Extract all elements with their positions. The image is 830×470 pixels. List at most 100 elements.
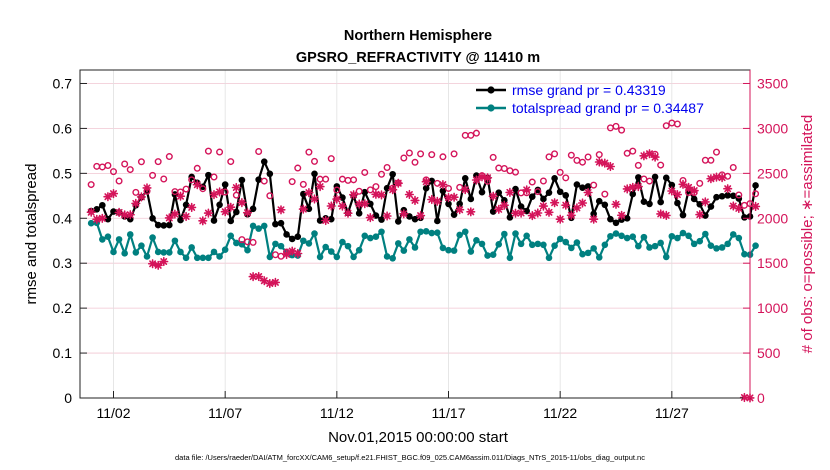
totalspread-point bbox=[188, 244, 195, 251]
totalspread-point bbox=[607, 232, 614, 240]
possible-point bbox=[740, 201, 748, 209]
assimilated-point bbox=[505, 187, 515, 197]
totalspread-point bbox=[467, 248, 475, 255]
assimilated-point bbox=[237, 198, 247, 208]
totalspread-point bbox=[216, 253, 223, 260]
possible-point bbox=[305, 148, 313, 156]
totalspread-point bbox=[205, 254, 212, 262]
totalspread-point bbox=[534, 240, 542, 248]
assimilated-point bbox=[209, 190, 219, 200]
rmse-point bbox=[216, 201, 223, 209]
assimilated-point bbox=[706, 174, 716, 184]
rmse-point bbox=[311, 170, 318, 178]
assimilated-point bbox=[404, 189, 414, 200]
totalspread-point bbox=[551, 242, 558, 249]
rmse-point bbox=[406, 213, 413, 220]
possible-point bbox=[506, 167, 514, 175]
assimilated-point bbox=[522, 185, 532, 195]
possible-point bbox=[271, 251, 279, 259]
assimilated-point bbox=[148, 259, 158, 269]
possible-point bbox=[294, 164, 302, 172]
rmse-point bbox=[99, 201, 106, 209]
legend-label: totalspread grand pr = 0.34487 bbox=[512, 100, 704, 116]
assimilated-point bbox=[164, 213, 174, 223]
assimilated-point bbox=[644, 149, 655, 159]
rmse-point bbox=[154, 221, 162, 229]
possible-point bbox=[433, 179, 441, 187]
possible-point bbox=[372, 183, 380, 191]
possible-point bbox=[137, 158, 145, 166]
possible-point bbox=[539, 177, 547, 185]
assimilated-point bbox=[114, 207, 124, 217]
y-axis-label: rmse and totalspread bbox=[23, 164, 40, 305]
assimilated-point bbox=[494, 204, 504, 214]
assimilated-point bbox=[103, 192, 113, 202]
rmse-point bbox=[713, 193, 720, 201]
possible-point bbox=[417, 150, 425, 158]
totalspread-point bbox=[702, 230, 709, 238]
assimilated-point bbox=[555, 214, 565, 224]
rmse-point bbox=[640, 198, 648, 205]
possible-point bbox=[154, 158, 162, 166]
possible-point bbox=[204, 147, 212, 155]
possible-point bbox=[640, 175, 648, 183]
rmse-point bbox=[545, 189, 553, 196]
possible-point bbox=[707, 156, 715, 164]
possible-point bbox=[595, 151, 603, 159]
assimilated-point bbox=[566, 210, 576, 220]
assimilated-point bbox=[611, 199, 621, 209]
possible-point bbox=[383, 164, 391, 172]
rmse-point bbox=[707, 203, 715, 210]
totalspread-point bbox=[741, 250, 748, 258]
assimilated-point bbox=[198, 216, 208, 226]
assimilated-point bbox=[282, 249, 292, 259]
legend-marker bbox=[487, 104, 495, 112]
totalspread-point bbox=[662, 253, 670, 261]
assimilated-point bbox=[483, 173, 493, 183]
rmse-point bbox=[355, 210, 363, 217]
rmse-point bbox=[607, 215, 614, 223]
totalspread-point bbox=[618, 232, 625, 240]
rmse-point bbox=[255, 176, 262, 183]
totalspread-point bbox=[489, 251, 497, 258]
possible-point bbox=[115, 177, 123, 185]
totalspread-point bbox=[210, 248, 218, 256]
assimilated-point bbox=[360, 199, 370, 209]
assimilated-point bbox=[751, 201, 761, 211]
assimilated-point bbox=[650, 152, 660, 162]
rmse-point bbox=[512, 185, 519, 193]
assimilated-point bbox=[248, 272, 258, 282]
rmse-point bbox=[422, 184, 430, 192]
totalspread-point bbox=[305, 240, 313, 247]
totalspread-point bbox=[461, 228, 469, 236]
possible-point bbox=[512, 168, 520, 176]
rmse-point bbox=[177, 216, 184, 224]
totalspread-point bbox=[674, 234, 681, 242]
assimilated-point bbox=[220, 207, 230, 217]
assimilated-point bbox=[488, 191, 498, 201]
totalspread-point bbox=[696, 237, 704, 245]
totalspread-point bbox=[573, 239, 581, 246]
possible-point bbox=[618, 126, 626, 134]
assimilated-point bbox=[309, 194, 320, 204]
y-tick-label: 0.4 bbox=[53, 210, 73, 226]
totalspread-point bbox=[735, 234, 743, 242]
rmse-point bbox=[690, 195, 698, 203]
rmse-point bbox=[702, 212, 709, 219]
assimilated-point bbox=[561, 200, 571, 210]
possible-point bbox=[735, 191, 743, 199]
series-assimilated bbox=[86, 149, 761, 403]
rmse-point bbox=[601, 201, 609, 209]
possible-point bbox=[461, 131, 469, 139]
legend: rmse grand pr = 0.43319 totalspread grand… bbox=[476, 82, 704, 116]
rmse-point bbox=[305, 205, 313, 213]
rmse-point bbox=[411, 215, 419, 223]
assimilated-point bbox=[617, 210, 627, 220]
possible-point bbox=[713, 148, 721, 156]
assimilated-point bbox=[365, 213, 375, 223]
totalspread-point bbox=[327, 248, 335, 255]
totalspread-point bbox=[478, 240, 486, 248]
assimilated-point bbox=[203, 208, 213, 218]
rmse-point bbox=[718, 192, 726, 200]
